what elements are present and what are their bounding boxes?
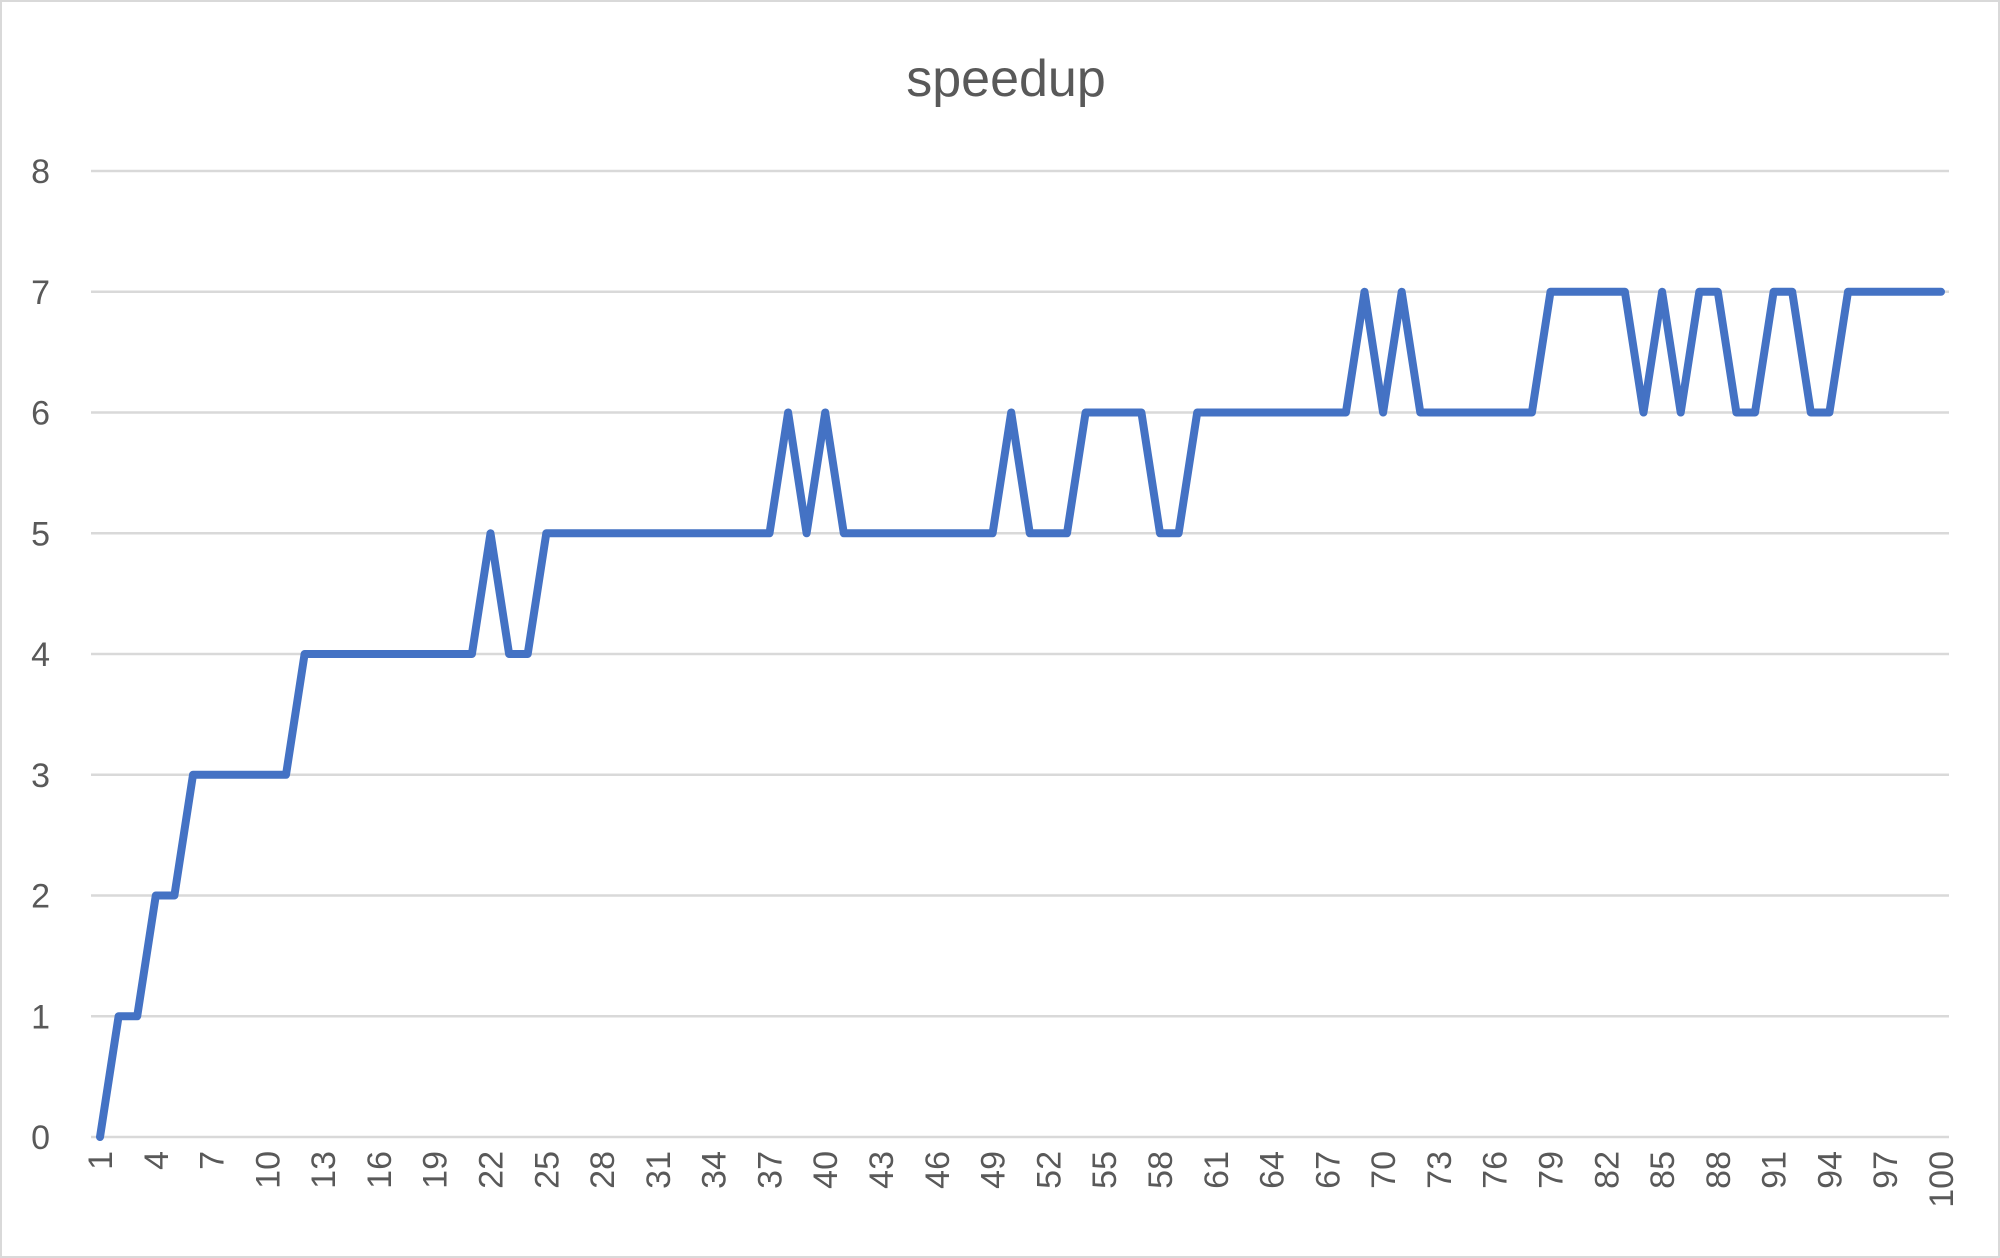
- x-tick-label: 70: [1365, 1151, 1403, 1189]
- x-tick-label: 85: [1644, 1151, 1682, 1189]
- x-tick-label: 19: [417, 1151, 455, 1189]
- x-tick-label: 4: [138, 1151, 176, 1170]
- x-tick-label: 37: [751, 1151, 789, 1189]
- x-tick-label: 67: [1309, 1151, 1347, 1189]
- x-tick-label: 1: [82, 1151, 120, 1170]
- x-tick-label: 10: [249, 1151, 287, 1189]
- x-tick-label: 49: [975, 1151, 1013, 1189]
- y-tick-label: 8: [31, 153, 50, 191]
- x-tick-label: 76: [1477, 1151, 1515, 1189]
- gridlines: [91, 169, 1949, 1139]
- y-tick-label: 1: [31, 998, 50, 1036]
- y-tick-label: 7: [31, 274, 50, 312]
- x-tick-label: 52: [1030, 1151, 1068, 1189]
- y-tick-label: 5: [31, 515, 50, 553]
- y-tick-label: 3: [31, 757, 50, 795]
- x-tick-label: 46: [919, 1151, 957, 1189]
- x-tick-label: 58: [1142, 1151, 1180, 1189]
- x-tick-label: 82: [1588, 1151, 1626, 1189]
- x-tick-label: 7: [194, 1151, 232, 1170]
- x-axis-ticks: 1 4 7 10 13 16 19 22 25 28 31 34 37 40 43 46 49 52 55 58 61 6…: [82, 1151, 1961, 1208]
- x-tick-label: 25: [528, 1151, 566, 1189]
- x-tick-label: 73: [1421, 1151, 1459, 1189]
- x-tick-label: 13: [305, 1151, 343, 1189]
- x-tick-label: 43: [863, 1151, 901, 1189]
- speedup-series-line: [96, 287, 1945, 1141]
- x-tick-label: 79: [1532, 1151, 1570, 1189]
- series-layer: [96, 287, 1945, 1141]
- x-tick-label: 22: [473, 1151, 511, 1189]
- x-tick-label: 94: [1811, 1151, 1849, 1189]
- y-tick-label: 0: [31, 1119, 50, 1157]
- x-tick-label: 100: [1923, 1151, 1961, 1208]
- y-tick-label: 2: [31, 878, 50, 916]
- x-tick-label: 88: [1700, 1151, 1738, 1189]
- y-tick-label: 6: [31, 395, 50, 433]
- y-axis-ticks: 0 1 2 3 4 5 6 7 8: [31, 153, 50, 1157]
- x-tick-label: 31: [640, 1151, 678, 1189]
- x-tick-label: 34: [696, 1151, 734, 1189]
- x-tick-label: 40: [807, 1151, 845, 1189]
- x-tick-label: 64: [1254, 1151, 1292, 1189]
- x-tick-label: 91: [1756, 1151, 1794, 1189]
- x-tick-label: 97: [1867, 1151, 1905, 1189]
- x-tick-label: 28: [584, 1151, 622, 1189]
- x-tick-label: 61: [1198, 1151, 1236, 1189]
- x-tick-label: 16: [361, 1151, 399, 1189]
- x-tick-label: 55: [1086, 1151, 1124, 1189]
- y-tick-label: 4: [31, 636, 50, 674]
- chart-title: speedup: [906, 50, 1106, 108]
